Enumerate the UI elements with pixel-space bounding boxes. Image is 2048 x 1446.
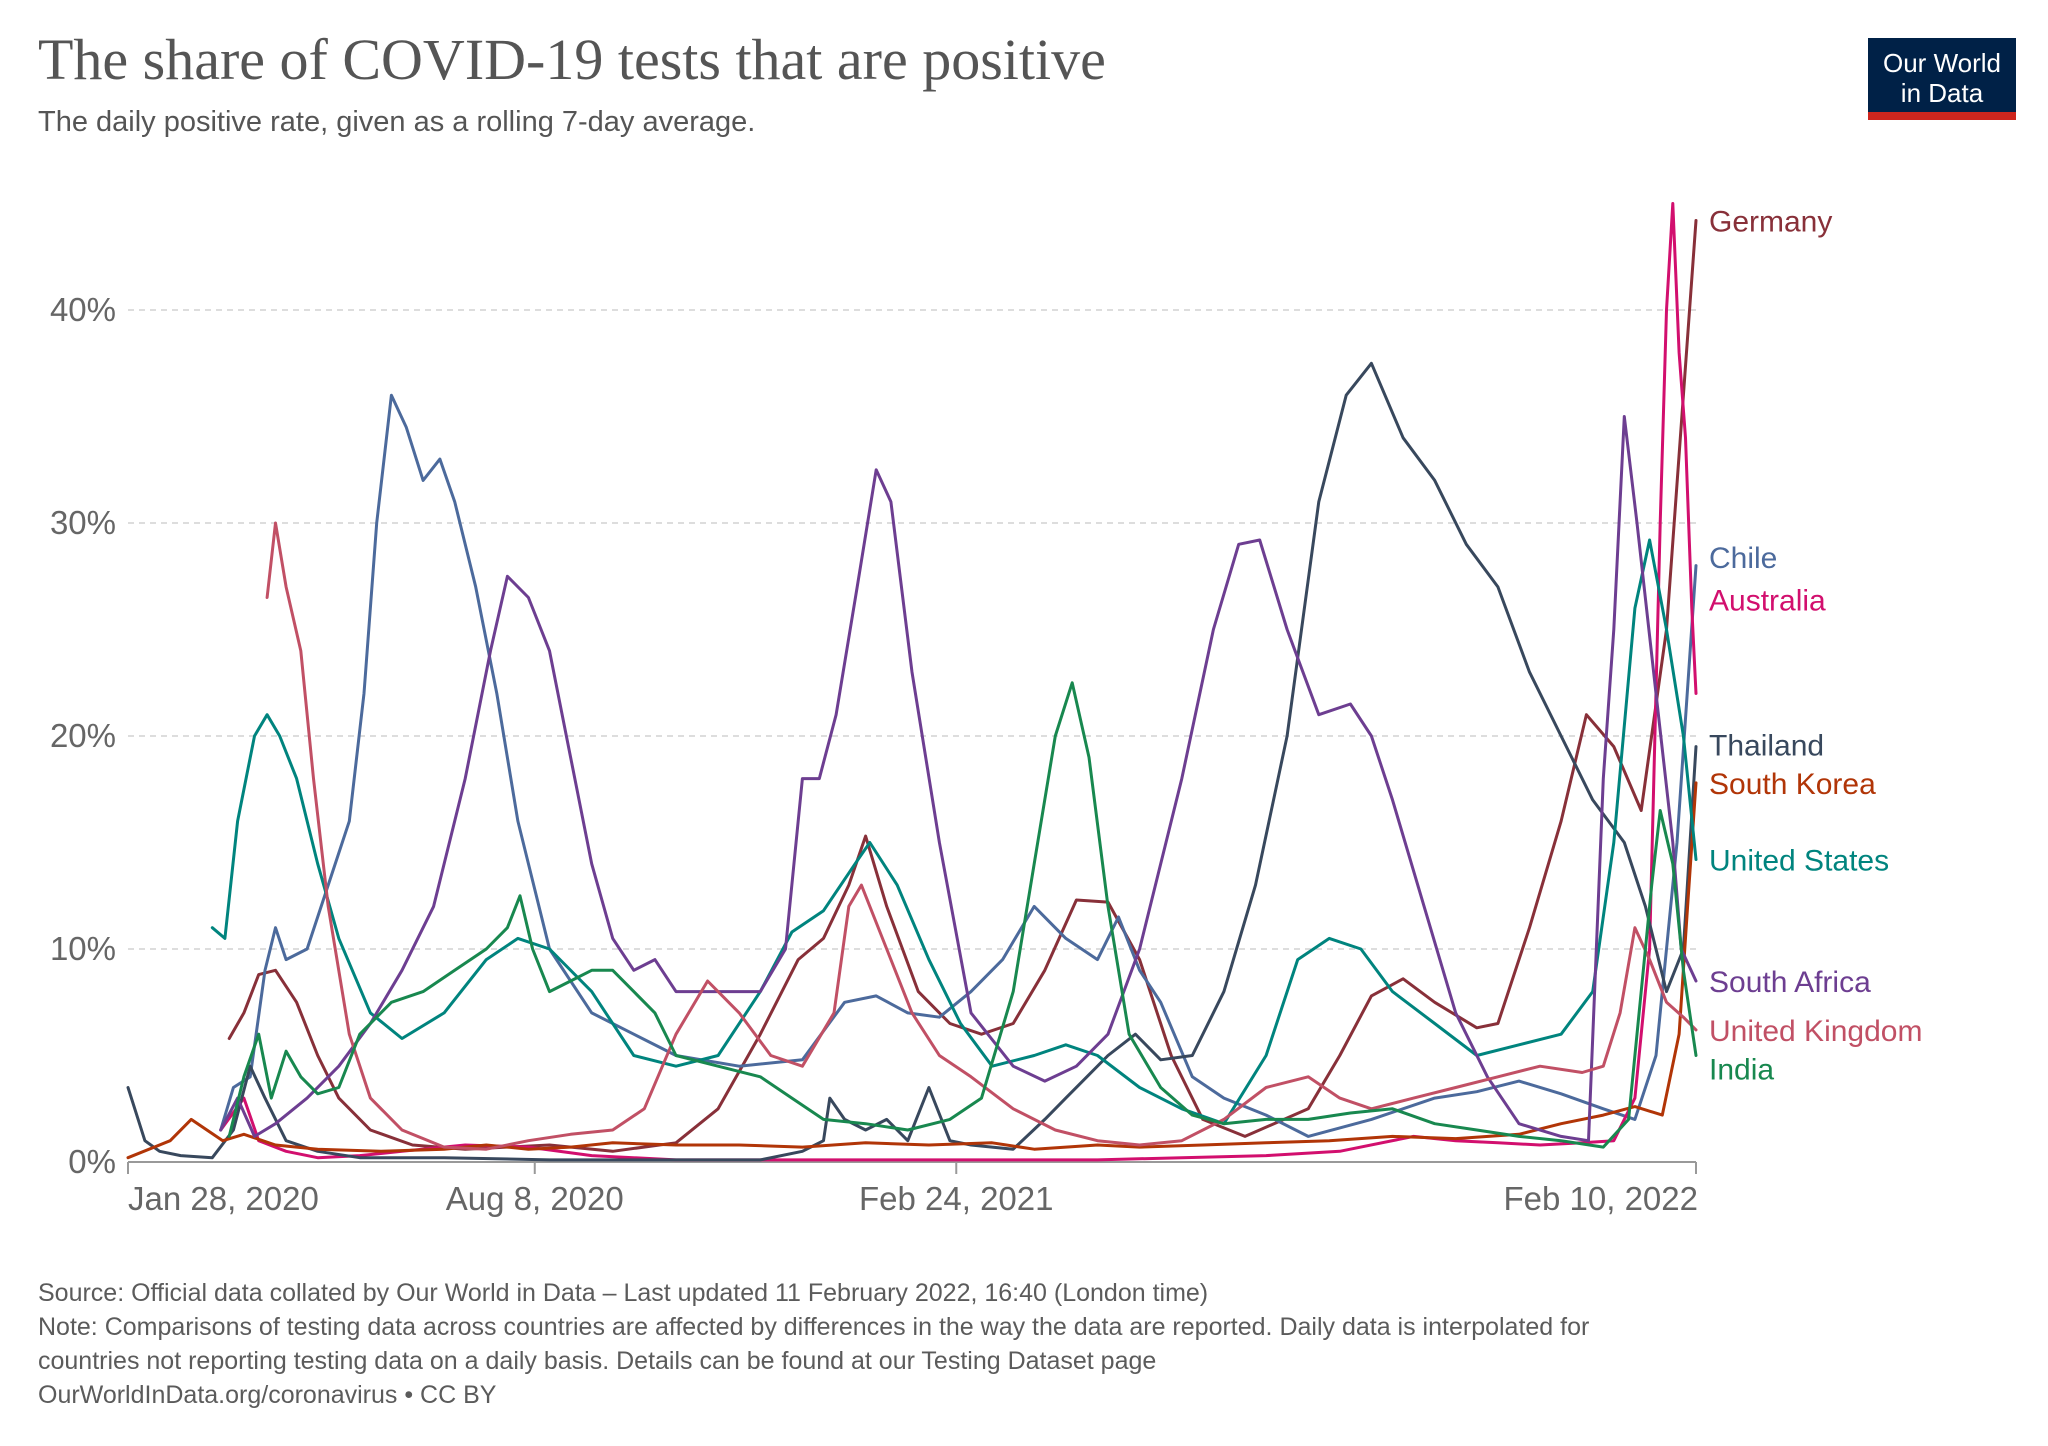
series-line-india[interactable] [227,681,1698,1149]
y-tick-label: 30% [50,504,116,541]
series-line-south-korea[interactable] [126,781,1698,1160]
series-line-united-states[interactable] [210,538,1698,1126]
legend-label-united-states[interactable]: United States [1709,845,1889,878]
x-tick-label: Feb 24, 2021 [859,1180,1054,1217]
y-tick-label: 0% [68,1143,116,1180]
grid-layer [128,309,1696,950]
legend-label-thailand[interactable]: Thailand [1709,730,1824,763]
legend-label-united-kingdom[interactable]: United Kingdom [1709,1015,1922,1048]
note-text-line-2: countries not reporting testing data on … [38,1347,1157,1375]
y-tick-label: 40% [50,291,116,328]
logo-line-1: Our World [1883,48,2001,78]
y-tick-label: 10% [50,930,116,967]
series-line-chile[interactable] [219,393,1698,1138]
source-text: Source: Official data collated by Our Wo… [38,1279,1209,1307]
series-line-germany[interactable] [227,219,1698,1153]
legend-labels: Germany Chile Australia Thailand South Korea… [1709,206,1922,1087]
series-layer [126,202,1698,1162]
legend-label-germany[interactable]: Germany [1709,206,1832,239]
legend-label-south-africa[interactable]: South Africa [1709,966,1871,999]
note-text-line-1: Note: Comparisons of testing data across… [38,1313,1590,1341]
x-tick-label: Jan 28, 2020 [128,1180,319,1217]
chart-subtitle: The daily positive rate, given as a roll… [38,106,756,138]
legend-label-chile[interactable]: Chile [1709,542,1777,575]
x-tick-label: Aug 8, 2020 [446,1180,624,1217]
y-tick-label: 20% [50,717,116,754]
chart-title: The share of COVID-19 tests that are pos… [38,27,1106,92]
legend-label-south-korea[interactable]: South Korea [1709,768,1876,801]
axis-layer: 0% 10% 20% 30% 40% Jan 28, 2020 Aug 8, 2020 Feb… [50,291,1698,1217]
legend-label-india[interactable]: India [1709,1053,1774,1086]
owid-logo[interactable]: Our World in Data [1868,38,2016,120]
series-line-united-kingdom[interactable] [265,521,1698,1151]
legend-label-australia[interactable]: Australia [1709,585,1826,618]
chart-footer: Source: Official data collated by Our Wo… [38,1276,1998,1412]
logo-line-2: in Data [1900,78,1984,108]
x-tick-label: Feb 10, 2022 [1504,1180,1699,1217]
series-line-thailand[interactable] [126,361,1698,1162]
credit-text[interactable]: OurWorldInData.org/coronavirus • CC BY [38,1381,497,1409]
series-line-australia[interactable] [219,202,1698,1162]
series-line-south-africa[interactable] [219,415,1698,1143]
logo-accent-bar [1868,112,2016,120]
